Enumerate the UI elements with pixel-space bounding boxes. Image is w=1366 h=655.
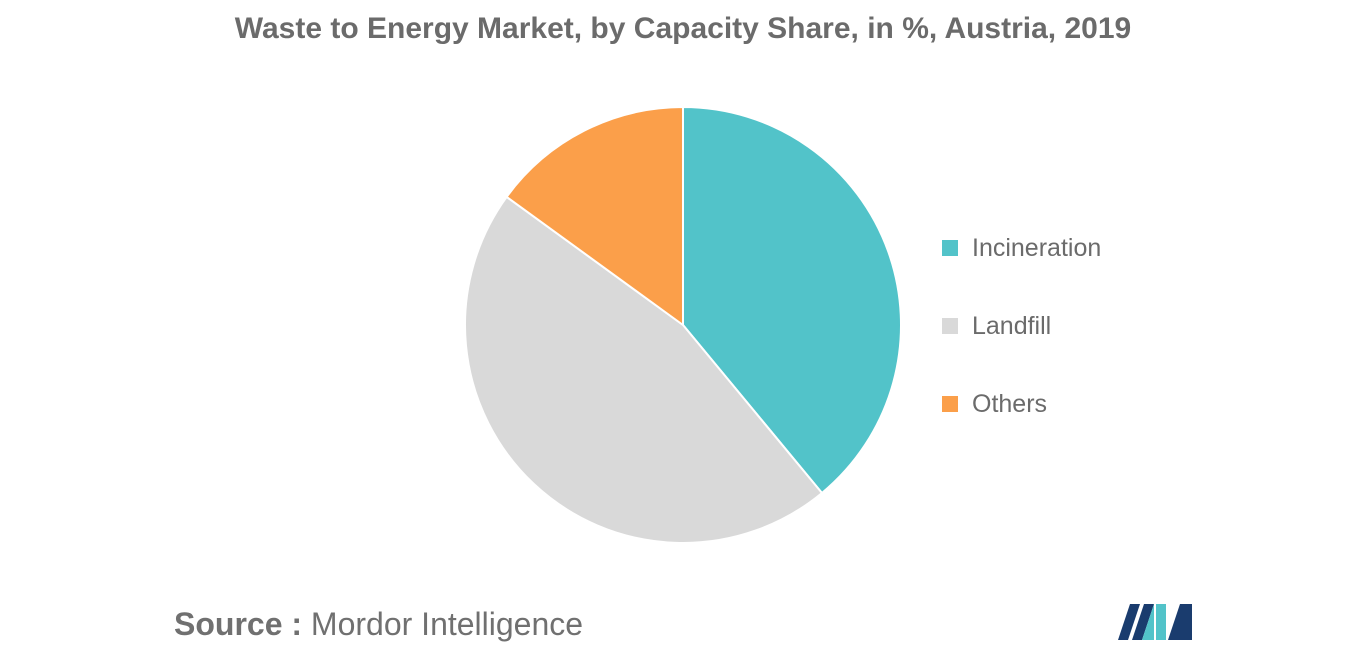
source-prefix: Source : bbox=[174, 606, 303, 642]
pie-slice-others bbox=[505, 105, 684, 327]
legend-item-others: Others bbox=[942, 382, 1101, 426]
chart-legend: Incineration Landfill Others bbox=[942, 226, 1101, 460]
legend-label-landfill: Landfill bbox=[972, 311, 1052, 340]
legend-item-landfill: Landfill bbox=[942, 304, 1101, 348]
legend-swatch-incineration bbox=[942, 240, 958, 256]
legend-label-incineration: Incineration bbox=[972, 233, 1102, 262]
pie-slice-incineration bbox=[682, 105, 902, 495]
mordor-intelligence-logo-icon bbox=[1118, 604, 1192, 640]
legend-swatch-others bbox=[942, 396, 958, 412]
pie-slice-landfill bbox=[464, 195, 824, 544]
legend-label-others: Others bbox=[972, 389, 1048, 418]
source-text: Mordor Intelligence bbox=[310, 606, 584, 642]
legend-item-incineration: Incineration bbox=[942, 226, 1101, 270]
source-note: Source : Mordor Intelligence bbox=[174, 606, 583, 643]
legend-swatch-landfill bbox=[942, 318, 958, 334]
chart-title: Waste to Energy Market, by Capacity Shar… bbox=[234, 12, 1132, 45]
